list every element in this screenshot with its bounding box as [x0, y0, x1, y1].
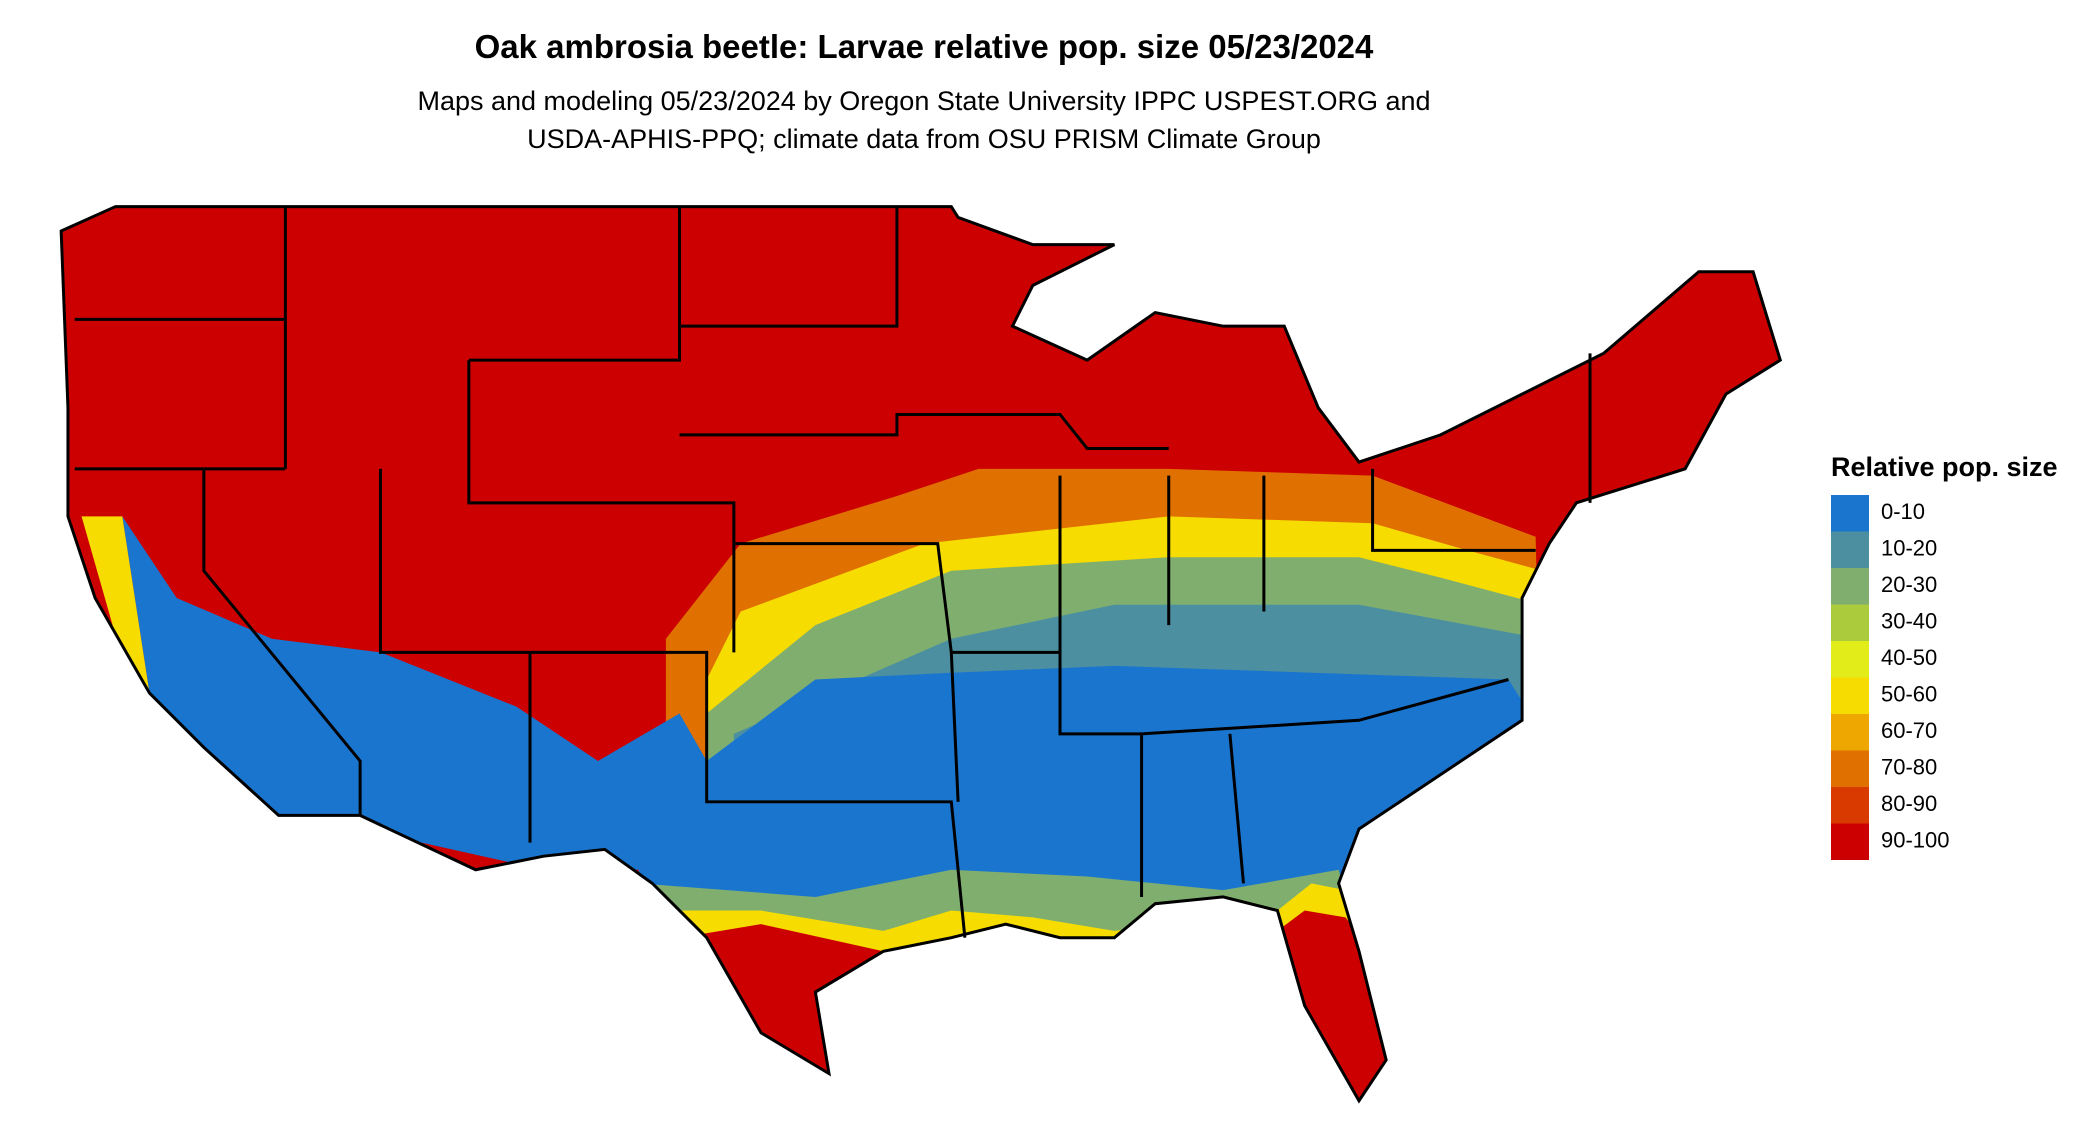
legend-label: 10-20 [1881, 536, 1937, 561]
legend-swatch [1831, 787, 1869, 824]
legend-swatch [1831, 714, 1869, 751]
legend-label: 50-60 [1881, 682, 1937, 707]
legend-swatch [1831, 823, 1869, 860]
subtitle: Maps and modeling 05/23/2024 by Oregon S… [417, 86, 1430, 116]
legend-swatch [1831, 531, 1869, 568]
legend-label: 90-100 [1881, 828, 1950, 853]
legend-label: 40-50 [1881, 645, 1937, 670]
legend-title: Relative pop. size [1831, 452, 2058, 482]
map-title: Oak ambrosia beetle: Larvae relative pop… [475, 28, 1374, 65]
legend-swatch [1831, 604, 1869, 641]
legend-swatch [1831, 750, 1869, 787]
legend-swatch [1831, 568, 1869, 605]
legend-swatch [1831, 677, 1869, 714]
legend-swatch [1831, 495, 1869, 532]
legend-label: 20-30 [1881, 572, 1937, 597]
map-region [122, 516, 707, 870]
legend-label: 80-90 [1881, 791, 1937, 816]
map-region [81, 516, 279, 823]
map-region [679, 910, 1414, 1101]
legend: 0-10 10-20 20-30 30-40 40-50 50-60 60-70 70-80 8… [1831, 495, 1950, 860]
subtitle: USDA-APHIS-PPQ; climate data from OSU PR… [527, 124, 1321, 154]
state-borders [59, 205, 1782, 1103]
legend-label: 70-80 [1881, 755, 1937, 780]
legend-label: 60-70 [1881, 718, 1937, 743]
legend-swatch [1831, 641, 1869, 678]
legend-label: 0-10 [1881, 499, 1925, 524]
legend-label: 30-40 [1881, 609, 1937, 634]
map [59, 205, 1782, 1103]
